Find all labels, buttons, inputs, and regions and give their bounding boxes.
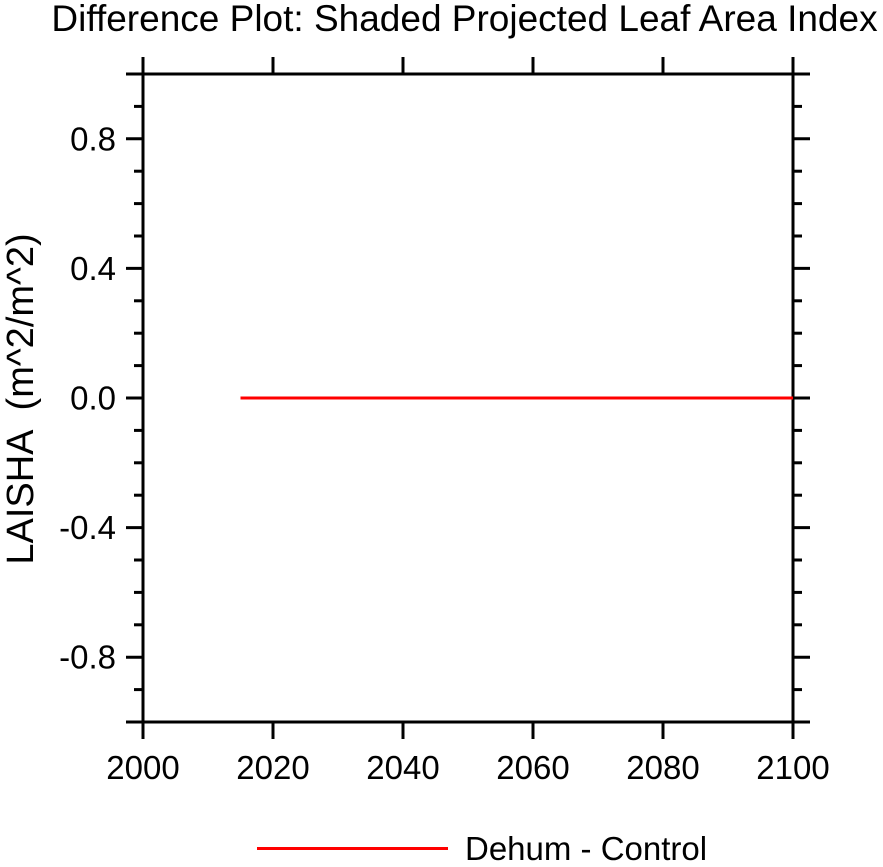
chart-title: Difference Plot: Shaded Projected Leaf A… (51, 0, 878, 39)
y-tick-label: 0.8 (70, 120, 116, 157)
legend-line-swatch (257, 847, 448, 850)
x-tick-label: 2020 (236, 749, 309, 786)
x-tick-label: 2060 (496, 749, 569, 786)
y-axis-label: LAISHA (m^2/m^2) (0, 233, 42, 565)
legend: Dehum - Control (257, 832, 707, 865)
y-tick-label: 0.0 (70, 380, 116, 417)
y-tick-label: -0.4 (59, 509, 116, 546)
y-tick-label: 0.4 (70, 250, 116, 287)
legend-label: Dehum - Control (465, 830, 708, 867)
x-tick-label: 2100 (756, 749, 829, 786)
y-tick-label: -0.8 (59, 639, 116, 676)
x-tick-label: 2080 (626, 749, 699, 786)
x-tick-label: 2040 (366, 749, 439, 786)
x-tick-label: 2000 (106, 749, 179, 786)
